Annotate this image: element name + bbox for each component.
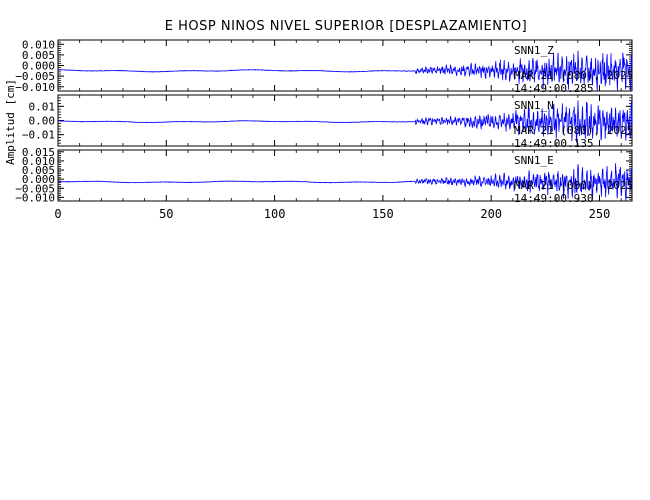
time-label: 14:49:00.930 [514,192,593,205]
y-tick-label: 0.000 [22,173,55,186]
y-tick-label: 0.015 [22,146,55,159]
x-axis: 0 50 100 150 200 250 [54,207,610,221]
y-tick-label: 0.010 [22,38,55,51]
x-tick-label: 150 [372,207,394,221]
waveform-trace [58,163,633,202]
x-tick-label: 0 [54,207,61,221]
date-label: MAR 21 (080), 2025 [514,179,633,192]
time-label: 14:49:00.135 [514,137,593,150]
y-tick-label: 0.00 [29,115,56,128]
x-tick-label: 100 [264,207,286,221]
panel-2: 0.01 0.00−0.01 SNN1_N MAR 21 (080), 202514:… [22,94,633,150]
y-tick-label: 0.01 [29,100,56,113]
channel-label: SNN1_N [514,99,554,112]
y-axis-label: Amplitud [cm] [4,79,17,165]
y-tick-label: 0.010 [22,155,55,168]
time-label: 14:49:00.285 [514,82,593,95]
waveform-trace [57,50,633,92]
chart-title: E HOSP NINOS NIVEL SUPERIOR [DESPLAZAMIE… [165,19,527,34]
waveform-trace [57,100,633,143]
x-tick-label: 250 [589,207,611,221]
x-tick-label: 50 [159,207,173,221]
y-tick-label: −0.01 [22,129,55,142]
channel-label: SNN1_Z [514,44,554,57]
y-tick-label: −0.005 [15,70,55,83]
date-label: MAR 21 (080), 2025 [514,124,633,137]
y-tick-label: −0.010 [15,81,55,94]
y-tick-label: −0.005 [15,182,55,195]
y-tick-label: 0.005 [22,49,55,62]
y-tick-label: −0.010 [15,191,55,204]
x-tick-label: 200 [480,207,502,221]
y-tick-label: 0.000 [22,60,55,73]
channel-label: SNN1_E [514,154,554,167]
y-tick-label: 0.005 [22,164,55,177]
date-label: MAR 21 (080), 2025 [514,69,633,82]
